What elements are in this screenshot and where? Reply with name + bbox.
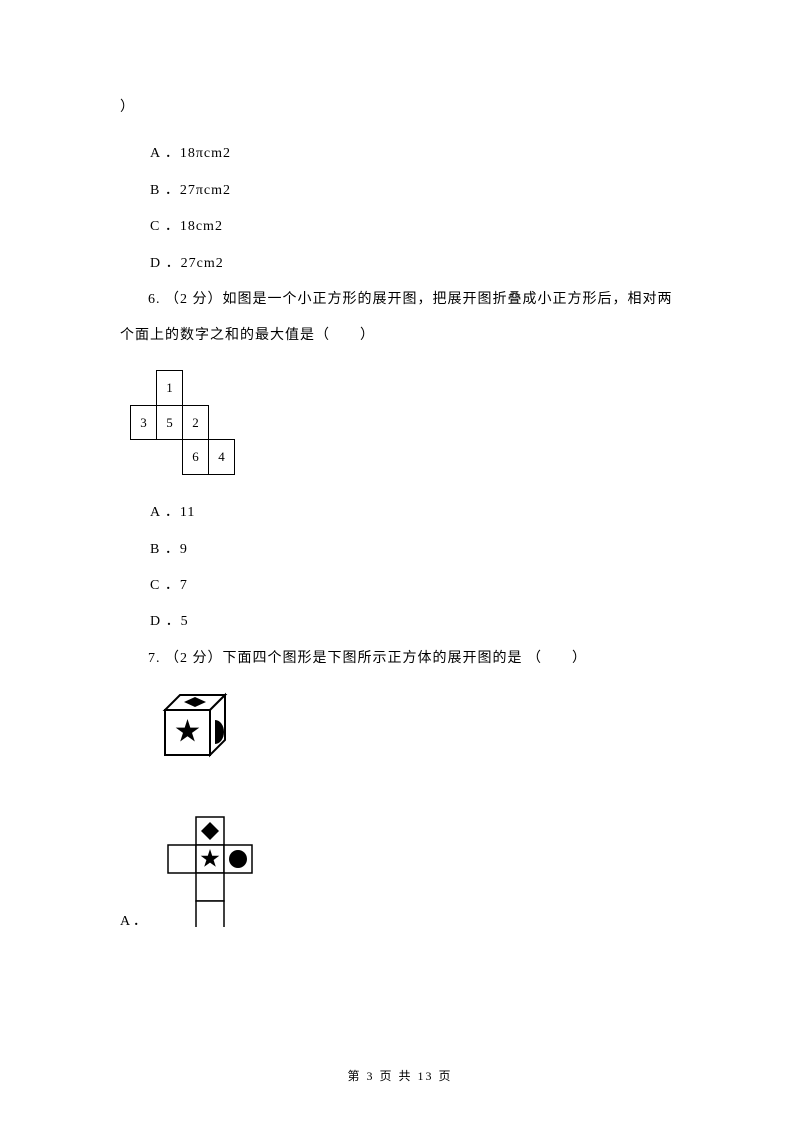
net-cell: 2 bbox=[183, 405, 209, 440]
continuation-paren: ） bbox=[120, 90, 680, 126]
q6-cube-net-diagram: 1 3 5 2 6 4 bbox=[130, 370, 680, 475]
net-cell: 3 bbox=[131, 405, 157, 440]
question-7: 7. （2 分）下面四个图形是下图所示正方体的展开图的是 （ ） bbox=[120, 641, 680, 677]
net-cell: 6 bbox=[183, 440, 209, 475]
q7-option-a-diagram bbox=[152, 812, 272, 942]
q5-option-d: D ．27cm2 bbox=[120, 246, 680, 282]
q5-option-b: B ．27πcm2 bbox=[120, 173, 680, 209]
q6-option-d: D ．5 bbox=[120, 604, 680, 640]
q5-option-a: A ．18πcm2 bbox=[120, 136, 680, 172]
q5-option-c: C ．18cm2 bbox=[120, 209, 680, 245]
q7-option-a-label: A ． bbox=[120, 904, 152, 942]
q6-option-b: B ．9 bbox=[120, 532, 680, 568]
question-6: 6. （2 分）如图是一个小正方形的展开图，把展开图折叠成小正方形后，相对两个面… bbox=[120, 282, 680, 355]
q6-option-a: A ．11 bbox=[120, 495, 680, 531]
net-cell: 4 bbox=[209, 440, 235, 475]
net-cell: 1 bbox=[157, 370, 183, 405]
q7-cube-reference bbox=[150, 692, 680, 792]
page-footer: 第 3 页 共 13 页 bbox=[0, 1061, 800, 1092]
q6-option-c: C ．7 bbox=[120, 568, 680, 604]
net-cell: 5 bbox=[157, 405, 183, 440]
